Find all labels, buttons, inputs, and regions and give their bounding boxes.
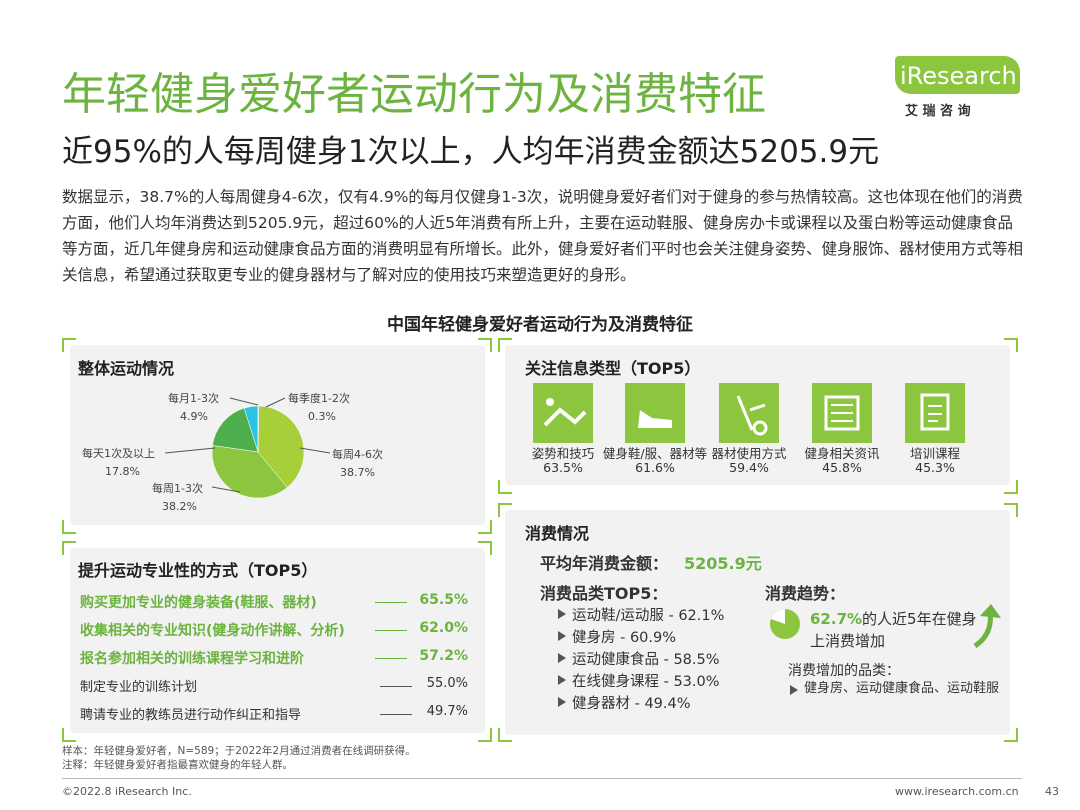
note: 样本：年轻健身爱好者，N=589；于2022年2月通过消费者在线调研获得。	[62, 745, 416, 757]
info-value: 63.5%	[543, 460, 583, 475]
bracket	[62, 338, 76, 352]
pie-label: 每周4-6次	[332, 448, 383, 461]
pie-slice	[257, 405, 260, 453]
section-title: 消费情况	[525, 524, 590, 543]
pie-label: 每月1-3次	[168, 392, 219, 405]
icon	[905, 383, 965, 443]
info-label: 健身鞋/服、器材等	[602, 446, 708, 461]
increase-items: 健身房、运动健康食品、运动鞋服	[788, 680, 1004, 698]
method-dash	[375, 658, 407, 659]
pie-label: 每季度1-2次	[288, 392, 350, 405]
title: 年轻健身爱好者运动行为及消费特征	[62, 69, 766, 120]
method-value: 49.7%	[426, 704, 468, 719]
method-label: 收集相关的专业知识(健身动作讲解、分析)	[80, 623, 345, 639]
bracket	[498, 338, 512, 352]
pie-slice	[212, 407, 259, 453]
category: 运动鞋/运动服 - 62.1%	[556, 604, 724, 625]
icon	[533, 383, 593, 443]
logo-cn: 艾 瑞 咨 询	[905, 104, 971, 119]
rule	[62, 778, 1022, 779]
pie-slice	[257, 405, 305, 488]
section-title: 关注信息类型（TOP5）	[525, 359, 701, 378]
trend-text: 的人近5年在健身上消费增加	[810, 610, 977, 650]
section-title: 整体运动情况	[78, 359, 175, 378]
pie-label: 每天1次及以上	[82, 447, 155, 460]
bracket	[62, 520, 76, 534]
bracket	[478, 728, 492, 742]
bracket	[498, 480, 512, 494]
category: 运动健康食品 - 58.5%	[556, 648, 720, 669]
increase-title: 消费增加的品类：	[788, 663, 900, 679]
leaders	[164, 397, 331, 493]
bracket	[1004, 728, 1018, 742]
info-value: 45.3%	[915, 460, 955, 475]
method-label: 制定专业的训练计划	[80, 680, 198, 695]
pie-value: 0.3%	[308, 410, 336, 423]
panel	[505, 510, 1010, 735]
url: www.iresearch.com.cn	[895, 785, 1019, 798]
subtitle: 近95%的人每周健身1次以上，人均年消费金额达5205.9元	[62, 134, 880, 170]
method-dash	[380, 714, 412, 715]
bracket	[498, 728, 512, 742]
avg-label: 平均年消费金额：	[540, 554, 669, 573]
icon	[812, 383, 872, 443]
method-label: 购买更加专业的健身装备(鞋服、器材)	[80, 595, 317, 611]
intro: 数据显示，38.7%的人每周健身4-6次，仅有4.9%的每月仅健身1-3次，说明…	[62, 188, 1024, 284]
note: 注释：年轻健身爱好者指最喜欢健身的年轻人群。	[62, 759, 293, 771]
info-label: 姿势和技巧	[531, 446, 595, 461]
category: 在线健身课程 - 53.0%	[556, 670, 720, 691]
sub-title: 消费品类TOP5：	[540, 584, 668, 603]
pie-value: 4.9%	[180, 410, 208, 423]
bracket	[498, 503, 512, 517]
panel-title: 中国年轻健身爱好者运动行为及消费特征	[387, 315, 693, 335]
info-label: 培训课程	[909, 446, 960, 461]
bracket	[478, 520, 492, 534]
method-dash	[375, 602, 407, 603]
notes: 样本：年轻健身爱好者，N=589；于2022年2月通过消费者在线调研获得。 注释：…	[62, 744, 416, 772]
page-number: 43	[1045, 785, 1059, 798]
logo-bg	[895, 56, 1020, 94]
method-dash	[375, 630, 407, 631]
pie-value: 17.8%	[105, 465, 140, 478]
method-value: 65.5%	[419, 592, 468, 608]
sub-title: 消费趋势：	[765, 584, 846, 603]
method-value: 62.0%	[419, 620, 468, 636]
trend-icons	[770, 604, 1001, 649]
copyright: ©2022.8 iResearch Inc.	[62, 785, 192, 798]
bracket	[62, 728, 76, 742]
bracket	[1004, 503, 1018, 517]
category: 健身器材 - 49.4%	[556, 692, 691, 713]
trend-value: 62.7%	[810, 610, 863, 628]
method-dash	[380, 686, 412, 687]
bracket	[1004, 338, 1018, 352]
info-label: 健身相关资讯	[804, 446, 880, 461]
section-title: 提升运动专业性的方式（TOP5）	[78, 561, 318, 580]
icon	[719, 383, 779, 443]
info-label: 器材使用方式	[711, 446, 787, 461]
method-label: 报名参加相关的训练课程学习和进阶	[80, 651, 304, 667]
pie-value: 38.7%	[340, 466, 375, 479]
pie-value: 38.2%	[162, 500, 197, 513]
category: 健身房 - 60.9%	[556, 626, 676, 647]
bracket	[478, 338, 492, 352]
info-value: 61.6%	[635, 460, 675, 475]
trend: 62.7%的人近5年在健身上消费增加	[810, 608, 980, 652]
pie-label: 每周1-3次	[152, 482, 203, 495]
icons	[533, 383, 965, 443]
logo: iResearch	[900, 62, 1017, 90]
bracket	[62, 541, 76, 555]
method-value: 55.0%	[426, 676, 468, 691]
info-value: 45.8%	[822, 460, 862, 475]
method-label: 聘请专业的教练员进行动作纠正和指导	[80, 708, 302, 723]
bracket	[1004, 480, 1018, 494]
method-value: 57.2%	[419, 648, 468, 664]
avg-value: 5205.9元	[684, 554, 762, 573]
panel	[70, 548, 485, 733]
info-value: 59.4%	[729, 460, 769, 475]
bracket	[478, 541, 492, 555]
icon	[625, 383, 685, 443]
pie-slice	[211, 445, 288, 499]
